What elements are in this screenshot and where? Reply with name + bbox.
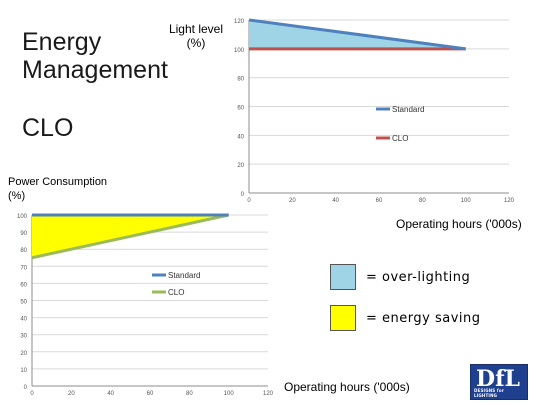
series-line-standard [248,18,466,51]
light-level-caption-line2: (%) [186,36,206,50]
y-tick-label: 100 [17,214,28,220]
power-caption-line2: (%) [8,190,26,202]
x-tick-label: 0 [30,391,34,397]
legend-label-standard: Standard [392,105,424,114]
legend-label-standard: Standard [168,271,200,280]
x-tick-label: 20 [68,391,75,397]
y-tick-label: 90 [20,231,27,237]
x-tick-label: 120 [263,391,274,397]
x-tick-label: 20 [289,198,296,204]
light-level-caption-line1: Light level [168,22,224,36]
y-tick-label: 20 [237,163,244,169]
legend-label-clo: CLO [392,134,408,143]
x-tick-label: 60 [147,391,154,397]
y-tick-label: 100 [234,48,245,54]
slide-title: Energy Management [22,28,168,84]
y-tick-label: 40 [237,134,244,140]
energy-saving-swatch [330,305,356,331]
y-tick-label: 60 [237,106,244,112]
y-tick-label: 80 [20,248,27,254]
energy-saving-label: = energy saving [366,310,481,326]
y-tick-label: 80 [237,77,244,83]
y-tick-label: 120 [234,19,245,25]
over-lighting-label: = over-lighting [366,269,471,285]
series-line-clo [31,213,229,260]
y-tick-label: 60 [20,282,27,288]
y-tick-label: 20 [20,351,27,357]
x-tick-label: 100 [461,198,472,204]
legend-label-clo: CLO [168,288,184,297]
x-tick-label: 0 [247,198,251,204]
y-tick-label: 70 [20,265,27,271]
slide-title-line1: Energy [22,28,102,56]
over-lighting-swatch [330,264,356,290]
y-tick-label: 0 [241,192,245,198]
x-tick-label: 80 [186,391,193,397]
x-tick-label: 40 [332,198,339,204]
logo-mark: DfL [476,366,521,392]
logo-subtext: DESIGNS for LIGHTING [474,388,504,398]
company-logo: DfL DESIGNS for LIGHTING [470,364,528,400]
power-consumption-caption: Power Consumption (%) [8,175,107,203]
x-tick-label: 60 [376,198,383,204]
y-tick-label: 40 [20,317,27,323]
power-caption-line1: Power Consumption [8,176,108,188]
x-tick-label: 100 [224,391,235,397]
operating-hours-caption-bottom: Operating hours ('000s) [284,380,410,394]
x-tick-label: 120 [504,198,515,204]
y-tick-label: 30 [20,334,27,340]
slide-subtitle: CLO [22,114,74,142]
key-energy-saving: = energy saving [330,305,481,331]
y-tick-label: 50 [20,300,27,306]
light-level-chart: 0 20 40 60 80 100 120 0 20 40 60 80 100 120 Standard CL… [234,18,515,204]
x-tick-label: 40 [107,391,114,397]
y-tick-label: 0 [24,385,28,391]
x-tick-label: 80 [419,198,426,204]
light-level-caption: Light level (%) [164,22,228,50]
key-over-lighting: = over-lighting [330,264,470,290]
operating-hours-caption-top: Operating hours ('000s) [396,217,522,231]
y-tick-label: 10 [20,368,27,374]
power-consumption-chart: 0 10 20 30 40 50 60 70 80 90 100 0 20 40 60 80 100 120 Sta… [17,213,274,397]
slide-title-line2: Management [22,56,168,84]
